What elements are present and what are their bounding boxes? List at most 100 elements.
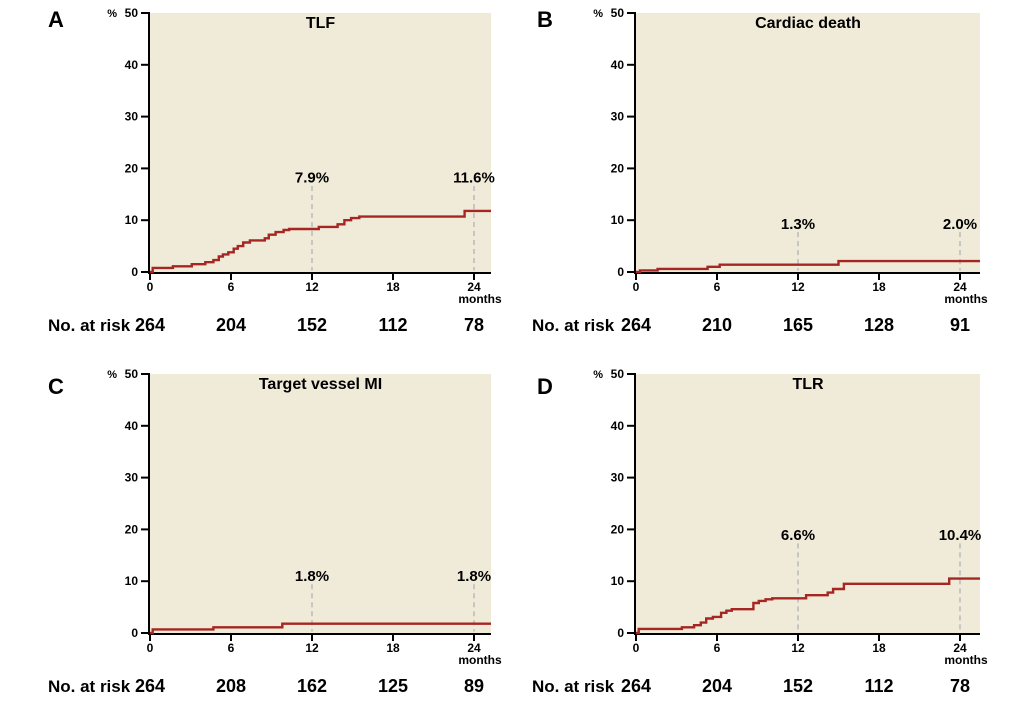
- y-tick-label: 10: [125, 213, 139, 227]
- km-step-curve: [636, 577, 980, 635]
- x-tick-label: 24: [467, 641, 481, 655]
- risk-count: 152: [783, 676, 813, 696]
- risk-count: 264: [621, 315, 651, 335]
- y-tick-label: 50: [611, 6, 625, 20]
- y-tick-label: 40: [125, 419, 139, 433]
- risk-count: 91: [950, 315, 970, 335]
- x-tick-label: 24: [953, 280, 967, 294]
- y-tick-label: 40: [611, 419, 625, 433]
- y-tick-label: 0: [617, 265, 624, 279]
- y-tick-label: 0: [131, 265, 138, 279]
- risk-count: 162: [297, 676, 327, 696]
- risk-count: 78: [464, 315, 484, 335]
- plot-title: TLR: [792, 376, 824, 393]
- y-tick-label: 20: [611, 161, 625, 175]
- risk-row-label: No. at risk: [48, 316, 131, 335]
- risk-count: 210: [702, 315, 732, 335]
- plot-background: [636, 13, 980, 272]
- x-tick-label: 6: [228, 641, 235, 655]
- plot-title: Target vessel MI: [259, 376, 382, 393]
- y-tick-label: 20: [125, 161, 139, 175]
- annotation-label: 1.3%: [781, 216, 815, 233]
- panel-b: B Cardiac death 0 10 20 30 40 50% 0 6 12 18 24months…: [532, 6, 988, 335]
- y-tick-label: 20: [125, 522, 139, 536]
- y-tick-label: 30: [611, 110, 625, 124]
- x-axis-unit-label: months: [458, 292, 502, 306]
- x-tick-label: 18: [386, 641, 400, 655]
- x-tick-label: 12: [305, 280, 319, 294]
- risk-row-label: No. at risk: [48, 677, 131, 696]
- risk-count: 264: [135, 315, 165, 335]
- y-tick-label: 30: [125, 110, 139, 124]
- x-tick-label: 12: [791, 641, 805, 655]
- plot-background: [150, 13, 491, 272]
- x-tick-label: 12: [305, 641, 319, 655]
- y-axis-percent-label: %: [107, 8, 117, 20]
- y-tick-label: 20: [611, 522, 625, 536]
- panel-letter: B: [537, 7, 553, 32]
- risk-count: 89: [464, 676, 484, 696]
- plot-background: [150, 374, 491, 633]
- risk-count: 78: [950, 676, 970, 696]
- x-tick-label: 24: [953, 641, 967, 655]
- y-tick-label: 30: [611, 471, 625, 485]
- annotation-label: 10.4%: [939, 527, 982, 544]
- annotation-label: 2.0%: [943, 216, 977, 233]
- annotation-label: 7.9%: [295, 170, 329, 187]
- x-tick-label: 18: [386, 280, 400, 294]
- x-axis-unit-label: months: [944, 292, 988, 306]
- x-tick-label: 6: [714, 280, 721, 294]
- annotation-label: 1.8%: [295, 568, 329, 585]
- x-tick-label: 0: [633, 641, 640, 655]
- y-tick-label: 10: [125, 574, 139, 588]
- y-tick-label: 40: [125, 58, 139, 72]
- y-tick-label: 0: [617, 626, 624, 640]
- y-tick-label: 30: [125, 471, 139, 485]
- y-tick-label: 0: [131, 626, 138, 640]
- y-tick-label: 10: [611, 213, 625, 227]
- risk-row-label: No. at risk: [532, 677, 615, 696]
- x-tick-label: 0: [633, 280, 640, 294]
- x-tick-label: 12: [791, 280, 805, 294]
- y-axis-percent-label: %: [593, 369, 603, 381]
- plot-background: [636, 374, 980, 633]
- panel-c: C Target vessel MI 0 10 20 30 40 50% 0 6 12 18 24mon…: [48, 367, 502, 696]
- km-step-curve: [150, 209, 491, 274]
- plot-title: Cardiac death: [755, 15, 861, 32]
- risk-count: 128: [864, 315, 894, 335]
- y-tick-label: 10: [611, 574, 625, 588]
- y-tick-label: 50: [125, 367, 139, 381]
- panel-letter: D: [537, 374, 553, 399]
- risk-count: 264: [621, 676, 651, 696]
- x-axis-unit-label: months: [458, 653, 502, 667]
- risk-count: 204: [216, 315, 246, 335]
- y-tick-label: 50: [611, 367, 625, 381]
- risk-count: 152: [297, 315, 327, 335]
- km-step-curve: [636, 259, 980, 274]
- y-axis-percent-label: %: [107, 369, 117, 381]
- risk-count: 125: [378, 676, 408, 696]
- x-tick-label: 18: [872, 280, 886, 294]
- risk-count: 165: [783, 315, 813, 335]
- y-tick-label: 50: [125, 6, 139, 20]
- x-tick-label: 6: [714, 641, 721, 655]
- y-tick-label: 40: [611, 58, 625, 72]
- risk-row-label: No. at risk: [532, 316, 615, 335]
- panel-letter: C: [48, 374, 64, 399]
- plot-title: TLF: [306, 15, 336, 32]
- x-tick-label: 24: [467, 280, 481, 294]
- x-axis-unit-label: months: [944, 653, 988, 667]
- risk-count: 264: [135, 676, 165, 696]
- risk-count: 112: [378, 315, 407, 335]
- annotation-label: 6.6%: [781, 527, 815, 544]
- km-step-curve: [150, 622, 491, 635]
- risk-count: 204: [702, 676, 732, 696]
- x-tick-label: 0: [147, 641, 154, 655]
- annotation-label: 1.8%: [457, 568, 491, 585]
- risk-count: 208: [216, 676, 246, 696]
- risk-count: 112: [864, 676, 893, 696]
- x-tick-label: 18: [872, 641, 886, 655]
